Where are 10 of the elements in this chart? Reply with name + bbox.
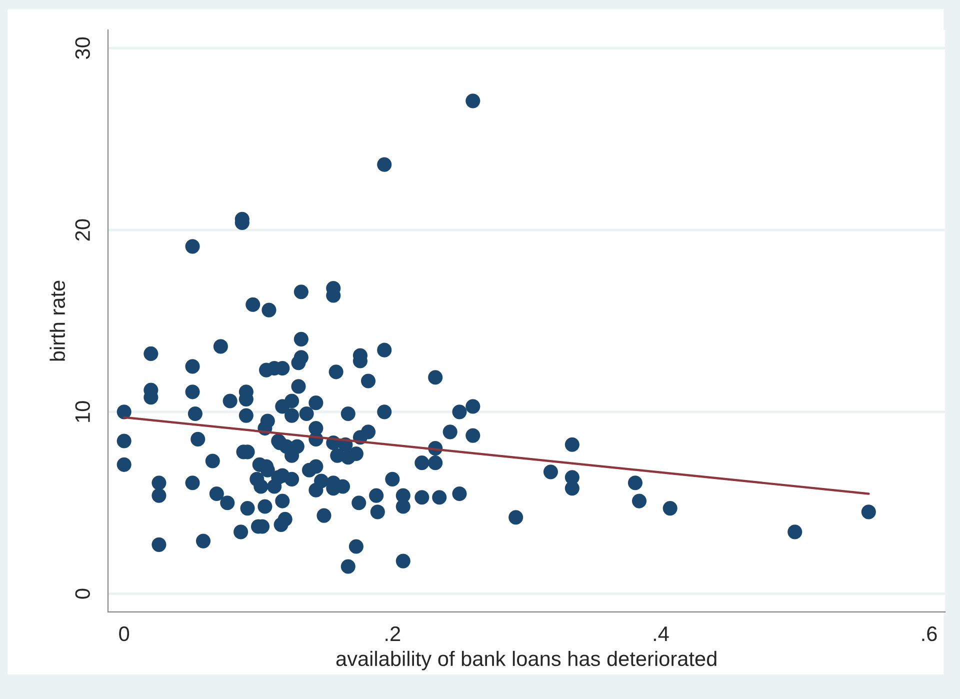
x-tick-label: .2 [386, 626, 400, 641]
x-tick-label: .4 [654, 626, 669, 641]
x-tick-label: .6 [922, 626, 937, 642]
y-tick-label: 30 [75, 37, 90, 59]
x-tick-label: 0 [119, 626, 130, 642]
y-tick-label: 0 [75, 588, 90, 599]
y-tick-label: 10 [75, 401, 90, 422]
y-axis-title: birth rate [50, 280, 66, 361]
y-tick-label: 20 [75, 219, 90, 241]
x-axis-title: availability of bank loans has deteriorated [336, 650, 716, 670]
